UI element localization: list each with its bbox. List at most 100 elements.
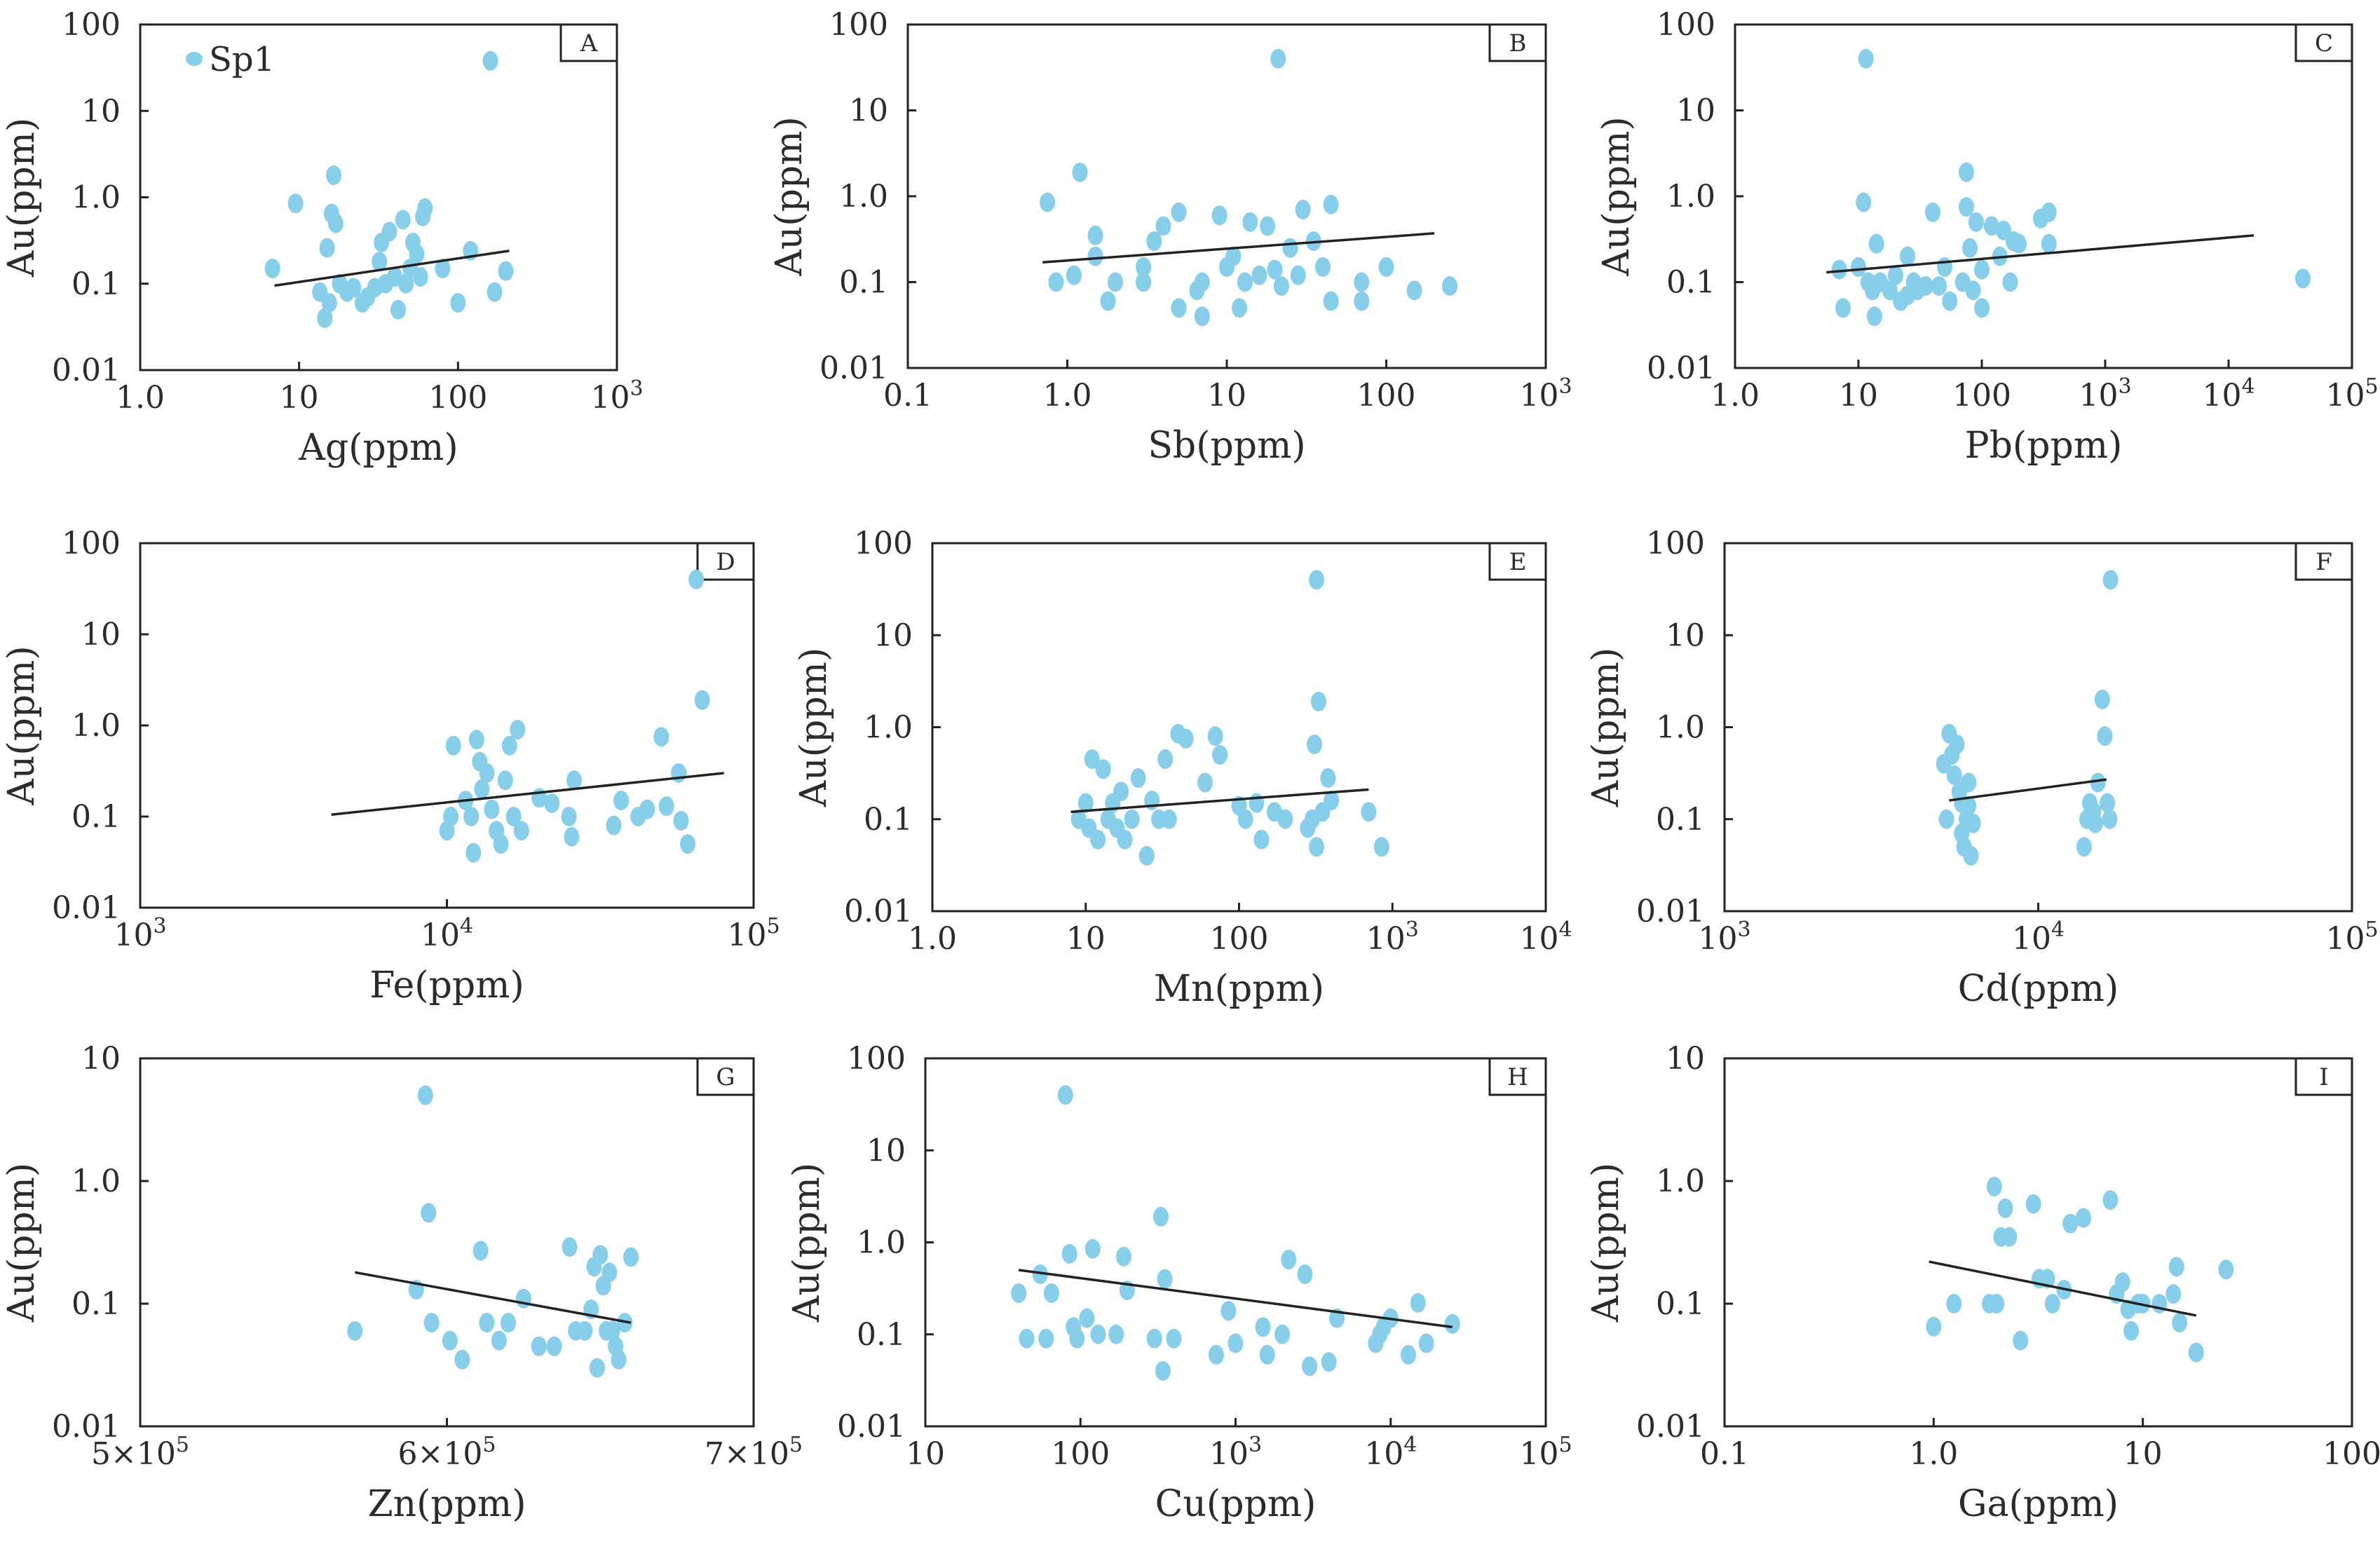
panel-e-data-point <box>1309 570 1325 590</box>
panel-c-data-point <box>1831 259 1847 280</box>
panel-f-data-point <box>1963 845 1979 866</box>
panel-h-data-point <box>1032 1264 1048 1285</box>
panel-f-data-point <box>2102 570 2119 590</box>
panel-e-data-point <box>1249 793 1265 813</box>
panel-i-data-point <box>1926 1316 1942 1337</box>
panel-d-data-point <box>673 810 689 831</box>
panel-e-xtick-label: 100 <box>1210 921 1269 957</box>
panel-g-data-point <box>577 1321 593 1341</box>
panel-b-data-point <box>1323 194 1339 214</box>
panel-b-data-point <box>1260 216 1276 236</box>
legend-label: Sp1 <box>209 40 275 79</box>
panel-b-ytick-label: 10 <box>849 93 888 129</box>
panel-h-ytick-label: 0.1 <box>857 1317 906 1353</box>
panel-i-letter-box <box>2294 1057 2353 1096</box>
panel-e-data-point <box>1320 768 1336 789</box>
panel-d-data-point <box>445 735 461 756</box>
panel-i-xtick-label: 100 <box>2323 1436 2380 1472</box>
panel-g-data-point <box>472 1241 489 1261</box>
panel-d-data-point <box>501 735 517 756</box>
panel-i-x-axis-title: Ga(ppm) <box>1958 1483 2119 1525</box>
panel-c-data-point <box>1851 257 1866 277</box>
panel-f-ytick-label: 0.1 <box>1656 802 1705 838</box>
panel-a-data-point <box>390 299 406 320</box>
panel-e-xtick-label: 1.0 <box>908 921 957 957</box>
panel-b-data-point <box>1290 265 1306 285</box>
panel-e-ytick-label: 10 <box>873 617 913 653</box>
panel-a-data-point <box>372 252 388 272</box>
panel-e-data-point <box>1373 837 1389 857</box>
panel-h-data-point <box>1302 1356 1318 1377</box>
panel-f-data-point <box>2076 837 2092 857</box>
panel-h-data-point <box>1043 1283 1059 1304</box>
panel-g-trend-line <box>354 1271 632 1324</box>
panel-c-data-point <box>1974 259 1990 280</box>
panel-g-data-point <box>479 1313 495 1333</box>
panel-h-data-point <box>1166 1328 1182 1349</box>
panel-d-trend-line <box>331 772 724 816</box>
panel-d-data-point <box>513 821 529 841</box>
panel-c-xtick-label: 1.0 <box>1711 378 1760 414</box>
panel-f-letter: F <box>2316 548 2332 576</box>
panel-b-data-point <box>1267 259 1283 280</box>
panel-c-xtick-label: 100 <box>1952 378 2011 414</box>
panel-d-data-point <box>671 763 687 783</box>
panel-i-xtick-label: 10 <box>2123 1436 2163 1472</box>
panel-i-data-point <box>1997 1198 2013 1218</box>
panel-b-trend-line <box>1042 232 1435 264</box>
panel-c-data-point <box>1974 298 1990 318</box>
panel-h-data-point <box>1057 1085 1073 1105</box>
panel-a-xtick-label: 103 <box>590 376 643 416</box>
panel-a-data-point <box>395 210 411 230</box>
panel-e-data-point <box>1306 735 1322 755</box>
panel-c-data-point <box>2011 233 2027 254</box>
panel-a-data-point <box>321 293 337 313</box>
panel-b-data-point <box>1378 257 1394 277</box>
panel-h-trend-line <box>1018 1269 1453 1329</box>
panel-f-ytick-label: 10 <box>1666 617 1705 653</box>
panel-d-data-point <box>465 842 482 863</box>
panel-f-data-point <box>1946 765 1962 786</box>
panel-a-data-point <box>487 282 503 302</box>
panel-c-data-point <box>1866 306 1882 327</box>
panel-f-data-point <box>1965 813 1981 833</box>
panel-e-data-point <box>1324 790 1340 810</box>
panel-i-data-point <box>2172 1313 2188 1333</box>
panel-h-data-point <box>1061 1243 1077 1264</box>
panel-b-ytick-label: 100 <box>829 7 888 43</box>
panel-e-data-point <box>1095 759 1111 779</box>
panel-e-data-point <box>1277 809 1293 829</box>
panel-c-data-point <box>1959 197 1975 217</box>
panel-a-ytick-label: 100 <box>62 7 121 43</box>
panel-e-data-point <box>1090 829 1106 849</box>
panel-g-data-point <box>442 1330 458 1351</box>
panel-i-data-point <box>2044 1294 2060 1313</box>
panel-a-letter: A <box>580 29 598 57</box>
panel-a-xtick-label: 1.0 <box>116 380 165 416</box>
panel-h-data-point <box>1038 1328 1054 1349</box>
panel-a-data-point <box>317 308 333 328</box>
panel-b-data-point <box>1146 231 1162 252</box>
panel-b-data-point <box>1048 272 1064 292</box>
panel-c-data-point <box>1942 291 1958 311</box>
panel-d-data-point <box>658 796 674 817</box>
panel-c-frame <box>1734 23 2353 369</box>
panel-f-data-point <box>2099 793 2115 813</box>
panel-h-ytick-label: 0.01 <box>837 1409 906 1445</box>
panel-e-data-point <box>1157 749 1174 770</box>
panel-d-letter: D <box>716 548 735 576</box>
panel-b-data-point <box>1273 276 1289 296</box>
panel-e-ytick-label: 0.1 <box>864 802 913 838</box>
panel-c-data-point <box>1856 192 1872 212</box>
panel-i-data-point <box>2114 1272 2130 1292</box>
panel-e-data-point <box>1212 745 1228 765</box>
panel-h-data-point <box>1281 1250 1297 1270</box>
panel-e-ytick-label: 0.01 <box>844 894 913 929</box>
panel-b-data-point <box>1136 257 1152 277</box>
panel-b-data-point <box>1194 306 1210 327</box>
panel-f-data-point <box>1954 793 1970 813</box>
panel-i-data-point <box>2025 1194 2041 1214</box>
panel-e-data-point <box>1138 845 1155 866</box>
panel-b-data-point <box>1225 246 1242 266</box>
